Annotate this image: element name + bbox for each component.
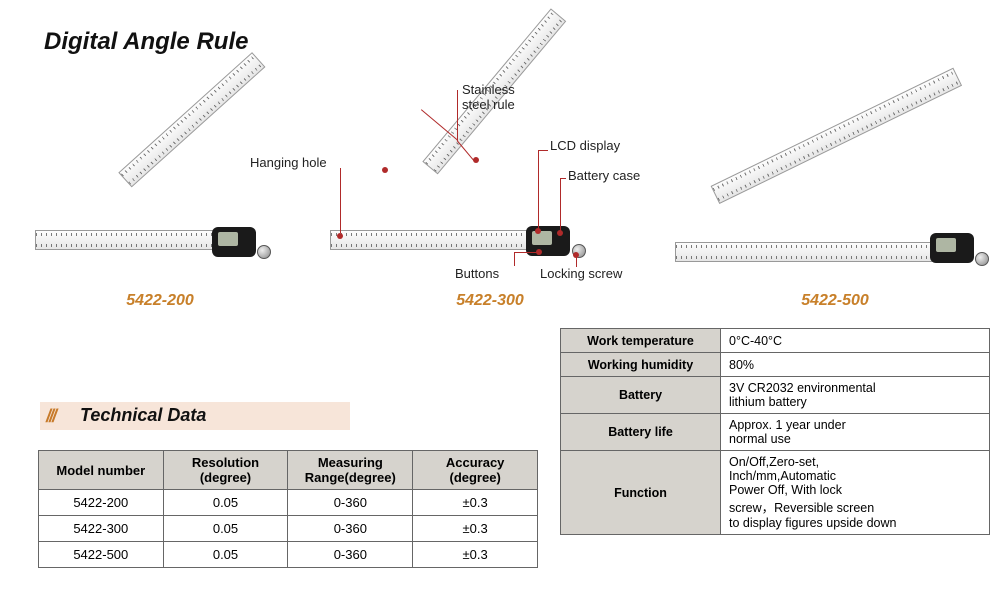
table-cell-value: 0°C-40°C [721, 329, 990, 353]
table-cell-key: Battery [561, 377, 721, 414]
table-row: 5422-2000.050-360±0.3 [39, 490, 538, 516]
table-cell-value: 80% [721, 353, 990, 377]
products-row: 5422-200 Hanging hole Stainless steel ru… [10, 70, 990, 310]
callout-buttons: Buttons [455, 266, 499, 281]
table-cell-value: On/Off,Zero-set, Inch/mm,Automatic Power… [721, 451, 990, 535]
product-5422-500: 5422-500 [670, 70, 1000, 310]
table-cell: 0-360 [288, 516, 413, 542]
technical-data-title: Technical Data [80, 405, 206, 426]
table-row: Battery lifeApprox. 1 year under normal … [561, 414, 990, 451]
table-cell: 0-360 [288, 542, 413, 568]
table-cell: ±0.3 [413, 516, 538, 542]
table-cell-value: Approx. 1 year under normal use [721, 414, 990, 451]
table-header: Model number [39, 451, 164, 490]
header-decor: /// [46, 406, 55, 427]
model-label: 5422-200 [10, 292, 310, 310]
table-cell: 5422-500 [39, 542, 164, 568]
page-title: Digital Angle Rule [44, 28, 248, 56]
model-label: 5422-500 [670, 292, 1000, 310]
table-row: Battery3V CR2032 environmental lithium b… [561, 377, 990, 414]
specs-table-right: Work temperature0°C-40°CWorking humidity… [560, 328, 990, 535]
table-header: Measuring Range(degree) [288, 451, 413, 490]
specs-table-left: Model numberResolution (degree)Measuring… [38, 450, 538, 568]
table-cell: 0.05 [163, 516, 288, 542]
table-row: Working humidity80% [561, 353, 990, 377]
callout-stainless: Stainless steel rule [462, 82, 515, 112]
table-header: Resolution (degree) [163, 451, 288, 490]
table-cell: 0.05 [163, 490, 288, 516]
table-cell: ±0.3 [413, 542, 538, 568]
callout-battery: Battery case [568, 168, 640, 183]
product-5422-200: 5422-200 [10, 70, 310, 310]
table-cell: ±0.3 [413, 490, 538, 516]
table-cell-key: Work temperature [561, 329, 721, 353]
table-row: 5422-5000.050-360±0.3 [39, 542, 538, 568]
technical-data-header: /// Technical Data [40, 402, 350, 430]
table-header: Accuracy (degree) [413, 451, 538, 490]
table-cell-value: 3V CR2032 environmental lithium battery [721, 377, 990, 414]
table-row: Work temperature0°C-40°C [561, 329, 990, 353]
model-label: 5422-300 [310, 292, 670, 310]
callout-hanging-hole: Hanging hole [250, 155, 327, 170]
table-cell: 0.05 [163, 542, 288, 568]
table-cell-key: Function [561, 451, 721, 535]
table-cell: 5422-300 [39, 516, 164, 542]
table-row: 5422-3000.050-360±0.3 [39, 516, 538, 542]
table-cell: 0-360 [288, 490, 413, 516]
table-cell: 5422-200 [39, 490, 164, 516]
table-cell-key: Battery life [561, 414, 721, 451]
table-cell-key: Working humidity [561, 353, 721, 377]
product-5422-300: Hanging hole Stainless steel rule LCD di… [310, 70, 670, 310]
table-row: FunctionOn/Off,Zero-set, Inch/mm,Automat… [561, 451, 990, 535]
callout-lcd: LCD display [550, 138, 620, 153]
callout-locking: Locking screw [540, 266, 622, 281]
